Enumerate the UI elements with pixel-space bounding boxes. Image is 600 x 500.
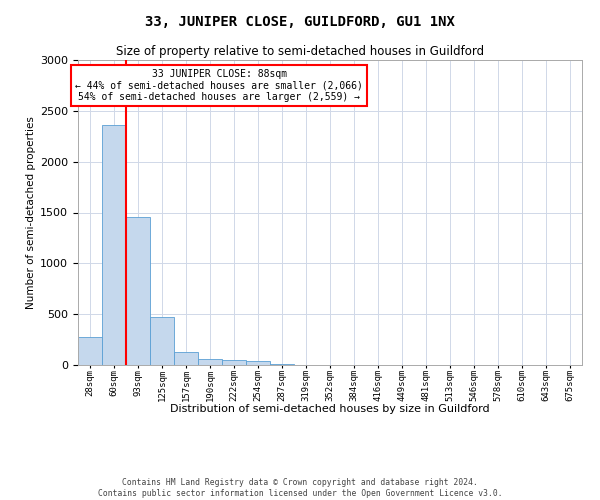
Bar [246, 361, 270, 365]
Text: Contains HM Land Registry data © Crown copyright and database right 2024.
Contai: Contains HM Land Registry data © Crown c… [98, 478, 502, 498]
Bar [222, 360, 246, 365]
Text: Size of property relative to semi-detached houses in Guildford: Size of property relative to semi-detach… [116, 45, 484, 58]
X-axis label: Distribution of semi-detached houses by size in Guildford: Distribution of semi-detached houses by … [170, 404, 490, 414]
Text: 33, JUNIPER CLOSE, GUILDFORD, GU1 1NX: 33, JUNIPER CLOSE, GUILDFORD, GU1 1NX [145, 15, 455, 29]
Bar [270, 364, 294, 365]
Text: 33 JUNIPER CLOSE: 88sqm
← 44% of semi-detached houses are smaller (2,066)
54% of: 33 JUNIPER CLOSE: 88sqm ← 44% of semi-de… [75, 69, 363, 102]
Bar [174, 352, 198, 365]
Bar [150, 317, 174, 365]
Bar [78, 336, 102, 365]
Bar [126, 216, 150, 365]
Bar [102, 125, 126, 365]
Bar [198, 359, 222, 365]
Y-axis label: Number of semi-detached properties: Number of semi-detached properties [26, 116, 36, 309]
